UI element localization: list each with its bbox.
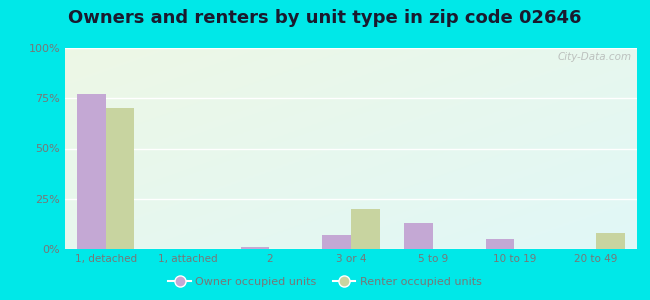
Bar (322, 235, 351, 249)
Bar (77, 94, 106, 249)
Bar (596, 233, 625, 249)
Text: Owners and renters by unit type in zip code 02646: Owners and renters by unit type in zip c… (68, 9, 582, 27)
Bar (486, 239, 514, 249)
Bar (106, 108, 135, 249)
Legend: Owner occupied units, Renter occupied units: Owner occupied units, Renter occupied un… (164, 273, 486, 291)
Text: City-Data.com: City-Data.com (557, 52, 631, 62)
Bar (351, 209, 380, 249)
Bar (240, 247, 269, 249)
Bar (404, 223, 433, 249)
